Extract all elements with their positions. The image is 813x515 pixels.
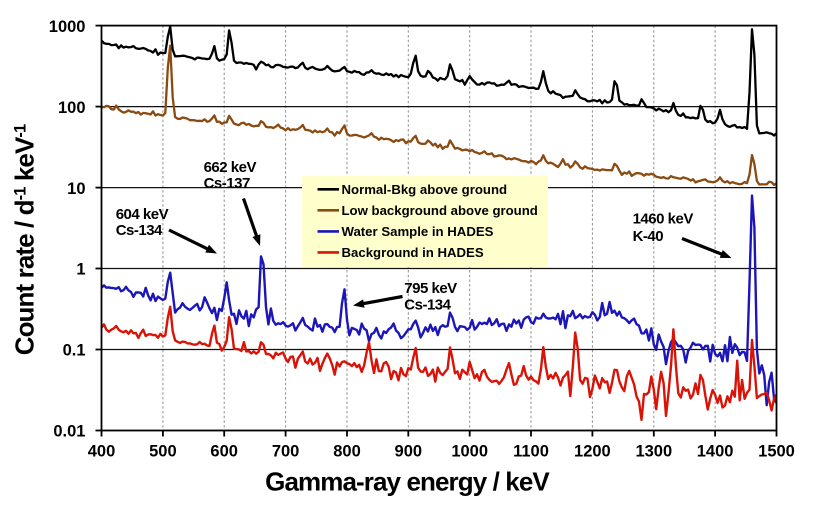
svg-text:500: 500 <box>149 443 177 461</box>
svg-text:Gamma-ray energy / keV: Gamma-ray energy / keV <box>265 467 550 497</box>
svg-text:1: 1 <box>76 261 85 279</box>
svg-text:1400: 1400 <box>697 443 734 461</box>
svg-text:1500: 1500 <box>758 443 795 461</box>
svg-text:100: 100 <box>58 99 86 117</box>
svg-text:1000: 1000 <box>451 443 488 461</box>
svg-text:795 keV: 795 keV <box>404 280 457 297</box>
svg-text:662 keV: 662 keV <box>204 159 257 176</box>
svg-text:Count rate / d-1 keV-1: Count rate / d-1 keV-1 <box>10 124 40 355</box>
svg-text:Water Sample in HADES: Water Sample in HADES <box>342 224 494 239</box>
svg-text:Background in HADES: Background in HADES <box>342 245 484 260</box>
svg-text:700: 700 <box>272 443 300 461</box>
svg-text:K-40: K-40 <box>633 228 664 245</box>
svg-text:800: 800 <box>333 443 361 461</box>
svg-text:604 keV: 604 keV <box>116 206 169 223</box>
svg-text:1200: 1200 <box>574 443 611 461</box>
svg-text:Cs-137: Cs-137 <box>204 175 250 192</box>
svg-text:Cs-134: Cs-134 <box>116 222 163 239</box>
svg-text:Normal-Bkg above ground: Normal-Bkg above ground <box>342 182 508 197</box>
svg-text:1100: 1100 <box>513 443 549 461</box>
svg-text:0.1: 0.1 <box>63 342 86 360</box>
svg-text:400: 400 <box>88 443 116 461</box>
svg-text:1000: 1000 <box>49 18 86 36</box>
svg-text:1300: 1300 <box>635 443 672 461</box>
svg-text:0.01: 0.01 <box>53 423 85 441</box>
svg-text:Low background above ground: Low background above ground <box>342 203 538 218</box>
svg-text:Cs-134: Cs-134 <box>404 297 451 314</box>
svg-text:10: 10 <box>67 180 85 198</box>
svg-text:1460 keV: 1460 keV <box>633 211 694 228</box>
svg-text:900: 900 <box>395 443 423 461</box>
svg-text:600: 600 <box>210 443 238 461</box>
